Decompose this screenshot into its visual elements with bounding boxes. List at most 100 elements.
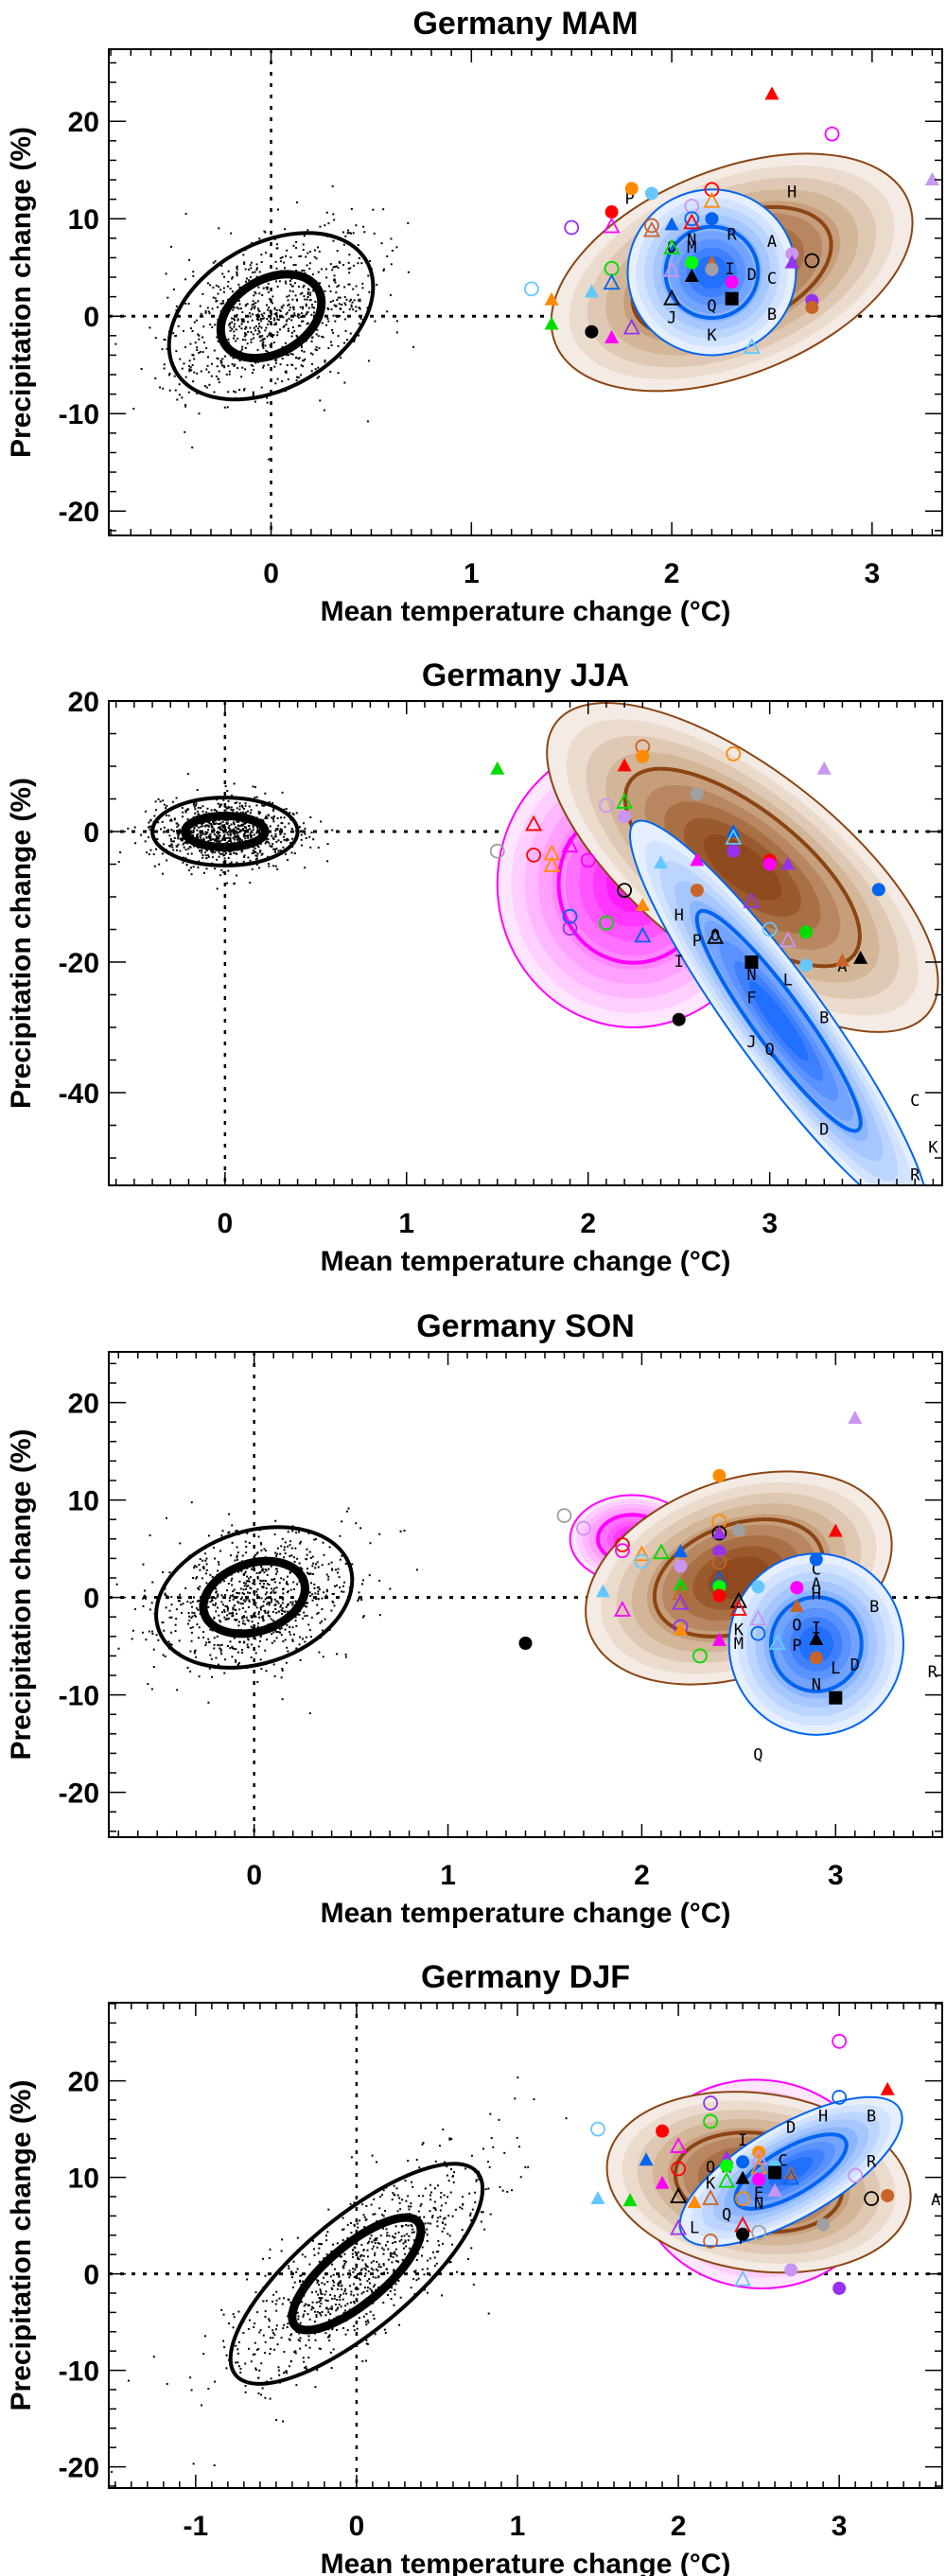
noise-point — [215, 1602, 218, 1604]
noise-point — [315, 2314, 318, 2317]
noise-point — [245, 1595, 248, 1598]
noise-point — [178, 394, 181, 396]
tick-marks — [109, 1352, 942, 1837]
noise-point — [198, 1564, 201, 1567]
noise-point — [243, 822, 246, 825]
noise-point — [219, 803, 221, 806]
noise-point — [274, 323, 277, 325]
noise-point — [325, 2239, 328, 2242]
noise-point — [192, 354, 195, 357]
noise-point — [394, 2233, 397, 2235]
noise-point — [264, 1649, 267, 1652]
noise-point — [214, 2380, 217, 2383]
noise-point — [236, 834, 239, 837]
noise-point — [356, 2222, 359, 2225]
noise-point — [292, 306, 295, 308]
noise-point — [281, 829, 284, 832]
noise-point — [236, 2348, 239, 2351]
noise-point — [289, 1633, 291, 1636]
noise-point — [207, 371, 210, 374]
noise-point — [172, 840, 175, 843]
noise-point — [372, 2276, 375, 2279]
noise-point — [379, 2272, 382, 2275]
noise-point — [330, 1561, 333, 1564]
noise-point — [372, 2260, 375, 2263]
y-tick-label: -20 — [59, 497, 99, 528]
noise-point — [288, 317, 290, 320]
noise-point — [243, 807, 246, 810]
noise-point — [357, 2272, 359, 2275]
noise-point — [288, 309, 290, 312]
model-point-triangle — [707, 927, 725, 944]
noise-point — [236, 820, 238, 823]
noise-point — [244, 1583, 247, 1586]
noise-point — [186, 1601, 189, 1603]
noise-point — [190, 852, 193, 855]
noise-point — [233, 364, 236, 367]
noise-point — [272, 1589, 275, 1592]
noise-point — [237, 1663, 240, 1666]
noise-point — [196, 829, 199, 832]
noise-point — [317, 1598, 320, 1601]
model-point-circle — [785, 247, 799, 261]
noise-point — [346, 2303, 349, 2305]
distribution-blue — [629, 819, 929, 1185]
noise-point — [233, 1647, 236, 1650]
noise-point — [156, 837, 159, 840]
noise-point — [182, 861, 184, 864]
noise-point — [299, 1567, 302, 1569]
noise-point — [244, 2362, 247, 2365]
noise-point — [246, 835, 249, 838]
noise-point — [219, 823, 221, 826]
noise-point — [225, 1604, 228, 1607]
noise-point — [343, 286, 346, 289]
noise-point — [223, 857, 226, 860]
noise-point — [319, 399, 322, 402]
noise-point — [429, 2257, 431, 2260]
noise-point — [263, 2352, 266, 2355]
noise-point — [405, 2199, 408, 2202]
noise-point — [237, 307, 240, 310]
noise-point — [281, 2238, 284, 2241]
noise-point — [333, 2281, 336, 2284]
noise-point — [216, 832, 219, 834]
noise-point — [264, 2274, 267, 2277]
noise-point — [287, 838, 289, 841]
noise-point — [333, 279, 336, 282]
noise-point — [180, 839, 183, 842]
noise-point — [193, 1567, 196, 1569]
model-point-triangle — [490, 761, 505, 775]
noise-point — [256, 1576, 259, 1579]
noise-point — [448, 2234, 451, 2237]
noise-point — [281, 822, 284, 825]
noise-point — [395, 2187, 398, 2190]
noise-point — [207, 2388, 210, 2391]
noise-point — [205, 1568, 208, 1571]
noise-point — [280, 2337, 283, 2339]
noise-point — [285, 1661, 288, 1664]
noise-point — [199, 350, 201, 353]
noise-point — [245, 834, 248, 837]
noise-point — [269, 331, 272, 334]
noise-point — [237, 1570, 240, 1573]
model-point-triangle — [816, 761, 832, 775]
noise-point — [241, 804, 244, 807]
noise-point — [236, 1554, 238, 1557]
noise-point — [289, 283, 292, 286]
noise-point — [329, 290, 332, 293]
noise-point — [232, 337, 235, 340]
noise-point — [204, 831, 207, 833]
noise-point — [215, 284, 218, 287]
x-tick-label: 3 — [832, 2511, 848, 2542]
noise-point — [382, 2215, 385, 2217]
noise-point — [407, 2224, 410, 2227]
noise-point — [304, 358, 307, 360]
noise-point — [342, 2298, 344, 2301]
noise-point — [290, 277, 293, 280]
noise-point — [304, 827, 307, 830]
noise-point — [233, 2316, 236, 2319]
noise-point — [289, 1626, 291, 1629]
noise-point — [258, 292, 261, 295]
noise-point — [267, 363, 270, 366]
noise-point — [260, 386, 263, 389]
